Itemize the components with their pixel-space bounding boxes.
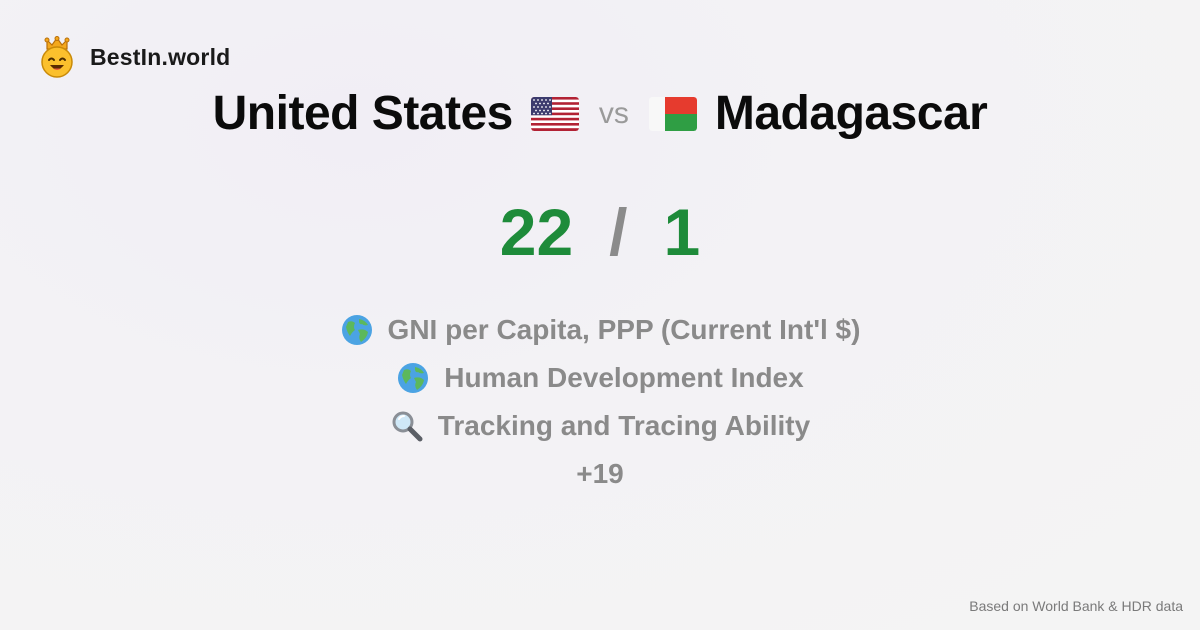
metric-item[interactable]: Human Development Index xyxy=(396,360,804,395)
metric-label: GNI per Capita, PPP (Current Int'l $) xyxy=(387,313,861,345)
vs-label: vs xyxy=(598,96,629,130)
left-score: 22 xyxy=(499,195,574,269)
data-source-note: Based on World Bank & HDR data xyxy=(969,598,1183,614)
globe-icon xyxy=(398,362,429,393)
score: 22 / 1 xyxy=(0,194,1200,270)
crowned-smiley-icon xyxy=(41,36,73,78)
right-score: 1 xyxy=(663,195,701,269)
metric-item[interactable]: Tracking and Tracing Ability xyxy=(390,408,810,443)
brand-name: BestIn.world xyxy=(90,43,231,70)
more-metrics-count[interactable]: +19 xyxy=(576,457,624,489)
brand[interactable]: BestIn.world xyxy=(38,36,230,78)
magnifier-icon xyxy=(392,411,423,441)
madagascar-flag-icon xyxy=(648,96,697,131)
globe-icon xyxy=(341,314,372,345)
comparison-title: United States vs xyxy=(0,86,1200,141)
metric-item[interactable]: GNI per Capita, PPP (Current Int'l $) xyxy=(340,312,861,347)
left-country-name[interactable]: United States xyxy=(212,87,514,140)
us-flag-icon xyxy=(530,96,579,131)
score-separator: / xyxy=(609,195,628,269)
metric-label: Tracking and Tracing Ability xyxy=(437,409,811,441)
right-country-name[interactable]: Madagascar xyxy=(714,87,988,140)
metrics-list: GNI per Capita, PPP (Current Int'l $) Hu… xyxy=(0,312,1200,491)
metric-label: Human Development Index xyxy=(444,361,804,393)
